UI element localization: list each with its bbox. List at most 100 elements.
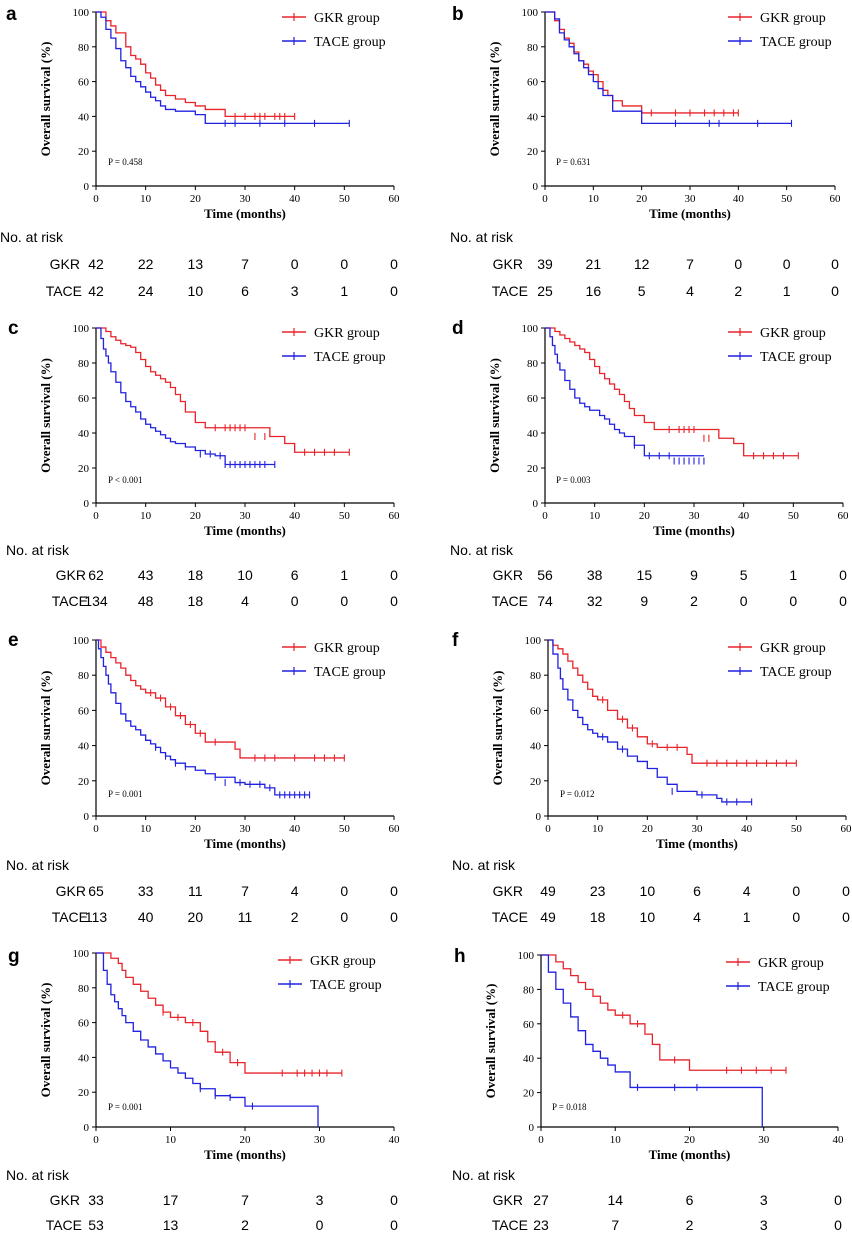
series-line-gkr — [96, 327, 350, 453]
risk-row-label: GKR — [493, 567, 523, 583]
y-tick-label: 60 — [530, 705, 542, 717]
panel-c: c 0 10 20 30 40 50 60 0 20 40 60 80 100 Time (months) O… — [0, 312, 420, 622]
p-value: P = 0.001 — [108, 1102, 143, 1112]
risk-count: 6 — [241, 283, 249, 299]
x-tick-label: 50 — [339, 193, 351, 205]
x-tick-label: 20 — [190, 823, 202, 835]
panel-letter-a: a — [6, 4, 17, 25]
panel-f: f 0 10 20 30 40 50 60 0 20 40 60 80 100 Time (months) O… — [434, 624, 852, 934]
risk-count: 0 — [792, 883, 800, 899]
y-axis-title: Overall survival (%) — [487, 42, 502, 157]
panel-b: b 0 10 20 30 40 50 60 0 20 40 60 80 100 Time (months) O… — [434, 0, 852, 310]
risk-count: 10 — [640, 909, 656, 925]
p-value: P < 0.001 — [108, 475, 143, 485]
risk-count: 6 — [693, 883, 701, 899]
risk-count: 0 — [340, 883, 348, 899]
y-tick-label: 0 — [84, 181, 90, 193]
series-line-gkr — [541, 954, 787, 1071]
x-tick-label: 30 — [689, 510, 701, 522]
x-tick-label: 20 — [684, 1134, 696, 1146]
x-tick-label: 10 — [140, 510, 152, 522]
risk-row-label: GKR — [493, 1192, 523, 1208]
x-tick-label: 10 — [140, 193, 152, 205]
y-tick-label: 80 — [530, 670, 542, 682]
risk-table-title: No. at risk — [6, 1167, 70, 1183]
risk-count: 0 — [291, 593, 299, 609]
risk-count: 27 — [533, 1192, 549, 1208]
legend-label-tace: TACE group — [760, 35, 832, 50]
y-tick-label: 0 — [536, 811, 542, 823]
panel-letter-f: f — [452, 630, 459, 651]
x-tick-label: 10 — [140, 823, 152, 835]
risk-count: 0 — [390, 883, 398, 899]
risk-count: 0 — [390, 567, 398, 583]
risk-count: 65 — [88, 883, 104, 899]
risk-count: 23 — [533, 1217, 549, 1233]
x-tick-label: 30 — [685, 193, 697, 205]
risk-count: 49 — [540, 883, 556, 899]
y-axis-title: Overall survival (%) — [483, 984, 498, 1099]
risk-count: 0 — [291, 256, 299, 272]
legend-label-gkr: GKR group — [314, 326, 380, 341]
x-tick-label: 30 — [314, 1134, 326, 1146]
x-tick-label: 10 — [592, 823, 604, 835]
risk-count: 6 — [291, 567, 299, 583]
x-tick-label: 0 — [93, 823, 99, 835]
y-axis-title: Overall survival (%) — [487, 358, 502, 473]
risk-count: 7 — [611, 1217, 619, 1233]
risk-count: 7 — [241, 256, 249, 272]
x-axis-title: Time (months) — [204, 523, 286, 538]
y-tick-label: 60 — [78, 77, 90, 89]
x-tick-label: 60 — [838, 510, 850, 522]
y-tick-label: 60 — [527, 393, 539, 405]
risk-table-title: No. at risk — [450, 542, 514, 558]
x-axis-title: Time (months) — [649, 1147, 731, 1162]
legend-label-gkr: GKR group — [314, 641, 380, 656]
x-tick-label: 40 — [289, 193, 301, 205]
risk-count: 33 — [138, 883, 154, 899]
risk-table-title: No. at risk — [0, 229, 64, 245]
p-value: P = 0.003 — [556, 475, 591, 485]
y-tick-label: 0 — [533, 181, 539, 193]
risk-count: 5 — [638, 283, 646, 299]
risk-count: 0 — [390, 283, 398, 299]
x-tick-label: 0 — [545, 823, 551, 835]
risk-count: 0 — [792, 909, 800, 925]
series-line-tace — [541, 954, 763, 1127]
risk-row-label: TACE — [492, 909, 528, 925]
risk-count: 42 — [88, 283, 104, 299]
legend-label-tace: TACE group — [314, 665, 386, 680]
series-line-gkr — [96, 11, 295, 118]
y-tick-label: 100 — [73, 7, 90, 19]
risk-count: 18 — [188, 593, 204, 609]
panel-letter-h: h — [454, 946, 466, 967]
risk-count: 24 — [138, 283, 154, 299]
risk-count: 3 — [760, 1217, 768, 1233]
legend-label-tace: TACE group — [758, 980, 830, 995]
risk-count: 2 — [241, 1217, 249, 1233]
risk-count: 4 — [693, 909, 701, 925]
legend-label-gkr: GKR group — [314, 11, 380, 26]
risk-count: 3 — [316, 1192, 324, 1208]
risk-count: 7 — [241, 1192, 249, 1208]
y-tick-label: 0 — [533, 498, 539, 510]
x-tick-label: 60 — [841, 823, 852, 835]
x-tick-label: 30 — [692, 823, 704, 835]
panel-letter-e: e — [8, 630, 19, 651]
risk-count: 0 — [316, 1217, 324, 1233]
risk-count: 7 — [241, 883, 249, 899]
x-tick-label: 0 — [538, 1134, 544, 1146]
risk-table-title: No. at risk — [452, 1167, 516, 1183]
legend-label-gkr: GKR group — [760, 326, 826, 341]
p-value: P = 0.018 — [552, 1102, 587, 1112]
x-tick-label: 50 — [788, 510, 800, 522]
risk-count: 0 — [390, 1192, 398, 1208]
p-value: P = 0.001 — [108, 789, 143, 799]
risk-count: 0 — [839, 567, 847, 583]
risk-row-label: TACE — [492, 1217, 528, 1233]
risk-count: 40 — [138, 909, 154, 925]
risk-count: 9 — [640, 593, 648, 609]
